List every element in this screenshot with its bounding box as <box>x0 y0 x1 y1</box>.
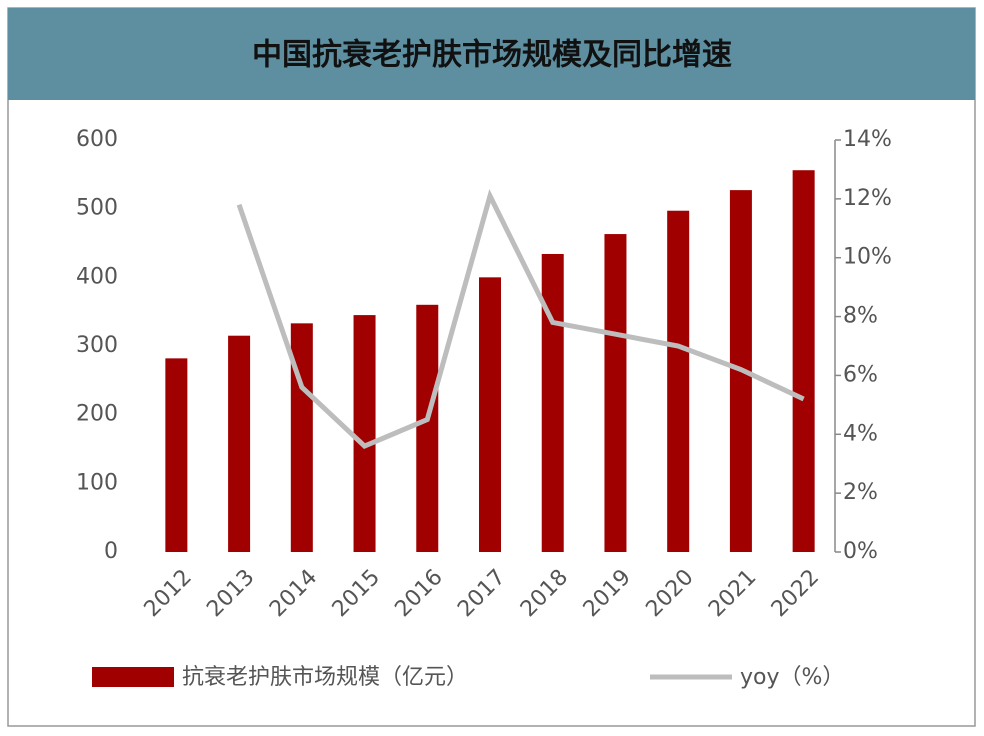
y2-tick-label: 0% <box>843 539 878 564</box>
y-tick-label: 100 <box>76 470 118 495</box>
y2-tick-label: 12% <box>843 186 892 211</box>
y-tick-label: 400 <box>76 264 118 289</box>
bar <box>416 304 439 552</box>
y2-tick-label: 8% <box>843 304 878 329</box>
title-band <box>8 8 975 100</box>
chart-title: 中国抗衰老护肤市场规模及同比增速 <box>252 38 732 73</box>
line <box>236 188 805 449</box>
legend-label: yoy（%） <box>740 665 844 690</box>
bar <box>479 277 501 552</box>
bar <box>290 323 313 552</box>
bar <box>604 234 627 552</box>
y-tick-label: 0 <box>104 539 118 564</box>
y2-tick-label: 2% <box>843 480 878 505</box>
legend-label: 抗衰老护肤市场规模（亿元） <box>182 665 468 690</box>
y-tick-label: 600 <box>76 127 118 152</box>
bar <box>541 253 564 552</box>
y-tick-label: 200 <box>76 402 118 427</box>
y2-tick-label: 10% <box>843 245 892 270</box>
y-tick-label: 500 <box>76 196 118 221</box>
bar <box>228 335 251 552</box>
y-tick-label: 300 <box>76 333 118 358</box>
bar <box>667 210 690 552</box>
y2-tick-label: 6% <box>843 362 878 387</box>
bar <box>353 315 376 552</box>
legend-swatch <box>92 667 174 687</box>
y2-tick-label: 4% <box>843 421 878 446</box>
y2-tick-label: 14% <box>843 127 892 152</box>
bar <box>792 170 815 553</box>
bar <box>165 358 188 552</box>
